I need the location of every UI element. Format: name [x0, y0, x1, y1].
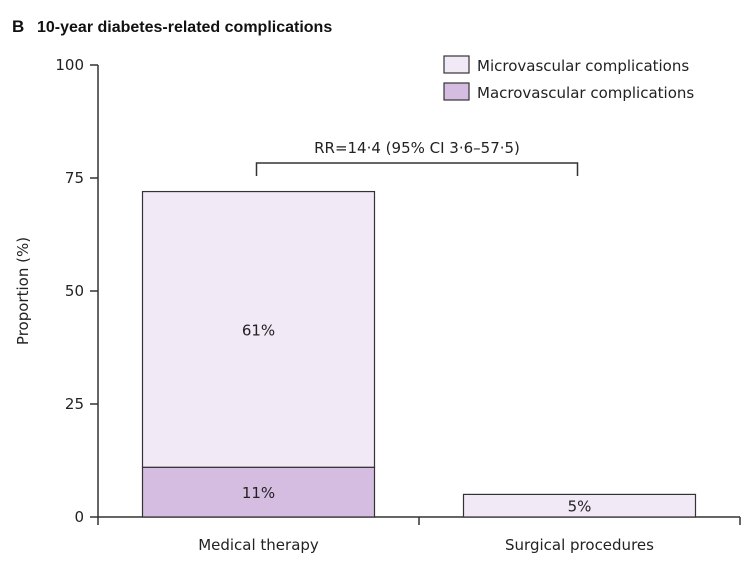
y-tick-label: 100	[55, 56, 84, 74]
chart-title: 10-year diabetes-related complications	[37, 19, 332, 36]
rr-bracket	[255, 162, 579, 176]
legend-label: Microvascular complications	[477, 57, 689, 75]
legend-label: Macrovascular complications	[477, 84, 694, 102]
bar-value-label: 5%	[568, 498, 592, 516]
bar-segment	[462, 493, 697, 518]
y-tick-label: 0	[74, 508, 84, 526]
legend: Microvascular complications Macrovascular…	[443, 55, 694, 102]
y-axis-title: Proportion (%)	[14, 237, 32, 345]
rr-annotation-text: RR=14·4 (95% CI 3·6–57·5)	[314, 139, 520, 157]
panel-letter: B	[12, 17, 24, 36]
y-tick-label: 50	[65, 282, 84, 300]
bar-value-label: 11%	[242, 484, 275, 502]
bars: 11% 61% 5%	[141, 190, 697, 518]
y-tick-label: 25	[65, 395, 84, 413]
x-category-label: Surgical procedures	[505, 536, 654, 554]
bar-value-label: 61%	[242, 321, 275, 339]
rr-annotation: RR=14·4 (95% CI 3·6–57·5)	[255, 139, 579, 176]
y-tick-label: 75	[65, 169, 84, 187]
legend-swatch	[443, 55, 470, 74]
axes: 0 25 50 75 100 Medical therapy Surgical proced…	[14, 56, 741, 554]
bar-segment	[141, 190, 376, 468]
x-category-label: Medical therapy	[198, 536, 319, 554]
legend-swatch	[443, 82, 470, 101]
